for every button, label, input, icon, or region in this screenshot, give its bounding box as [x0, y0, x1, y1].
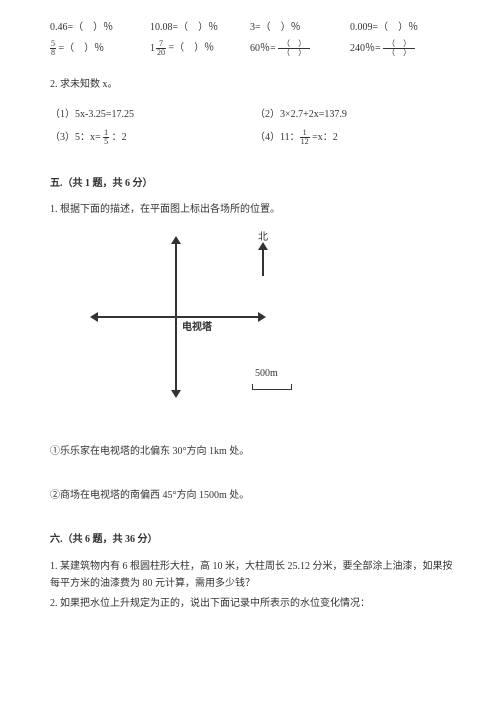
north-arrow-line	[262, 248, 264, 276]
fraction: 7 20	[156, 40, 166, 57]
paren-fraction: （ ） （ ）	[278, 40, 310, 57]
axis-left-arrow	[90, 312, 98, 322]
section-5-sub1: ①乐乐家在电视塔的北偏东 30°方向 1km 处。	[50, 444, 460, 460]
prob-1-2: 10.08=（ ）％	[150, 20, 250, 36]
percent-row-1: 0.46=（ ）％ 10.08=（ ）％ 3=（ ）％ 0.009=（ ）％	[50, 20, 460, 36]
eq-2: （2）3×2.7+2x=137.9	[255, 107, 460, 123]
eq-3: （3）5：x= 1 5 ：2	[50, 129, 255, 146]
tower-label: 电视塔	[182, 320, 212, 336]
prob-2-3: 60％= （ ） （ ）	[250, 40, 350, 57]
q2-title: 2. 求未知数 x。	[50, 77, 460, 93]
prob-2-4: 240％= （ ） （ ）	[350, 40, 460, 57]
equation-row-1: （1）5x-3.25=17.25 （2）3×2.7+2x=137.9	[50, 107, 460, 123]
eq-4: （4）11： 1 12 =x：2	[255, 129, 460, 146]
section-6-q2: 2. 如果把水位上升规定为正的，说出下面记录中所表示的水位变化情况：	[50, 596, 460, 612]
fraction: 1 12	[300, 129, 310, 146]
eq-1: （1）5x-3.25=17.25	[50, 107, 255, 123]
scale-label: 500m	[255, 366, 278, 382]
axis-right-arrow	[258, 312, 266, 322]
section-5-sub2: ②商场在电视塔的南偏西 45°方向 1500m 处。	[50, 488, 460, 504]
horizontal-axis	[98, 316, 258, 318]
section-6-header: 六.（共 6 题，共 36 分）	[50, 532, 460, 548]
mixed-number: 1 7 20	[150, 40, 166, 57]
axis-down-arrow	[171, 390, 181, 398]
section-5-q1: 1. 根据下面的描述，在平面图上标出各场所的位置。	[50, 202, 460, 218]
section-6-q1: 1. 某建筑物内有 6 根圆柱形大柱，高 10 米，大柱周长 25.12 分米，…	[50, 558, 460, 592]
prob-2-1: 5 8 =（ ）％	[50, 40, 150, 57]
prob-1-1: 0.46=（ ）％	[50, 20, 150, 36]
paren-fraction: （ ） （ ）	[383, 40, 415, 57]
prob-2-2: 1 7 20 =（ ）％	[150, 40, 250, 57]
position-diagram: 北 电视塔 500m	[80, 228, 340, 418]
percent-row-2: 5 8 =（ ）％ 1 7 20 =（ ）％ 60％= （ ） （ ） 240％…	[50, 40, 460, 57]
prob-1-4: 0.009=（ ）％	[350, 20, 460, 36]
scale-bar	[252, 384, 292, 390]
prob-1-3: 3=（ ）％	[250, 20, 350, 36]
axis-up-arrow	[171, 236, 181, 244]
equation-row-2: （3）5：x= 1 5 ：2 （4）11： 1 12 =x：2	[50, 129, 460, 146]
north-arrow-head	[258, 242, 268, 250]
section-5-header: 五.（共 1 题，共 6 分）	[50, 176, 460, 192]
